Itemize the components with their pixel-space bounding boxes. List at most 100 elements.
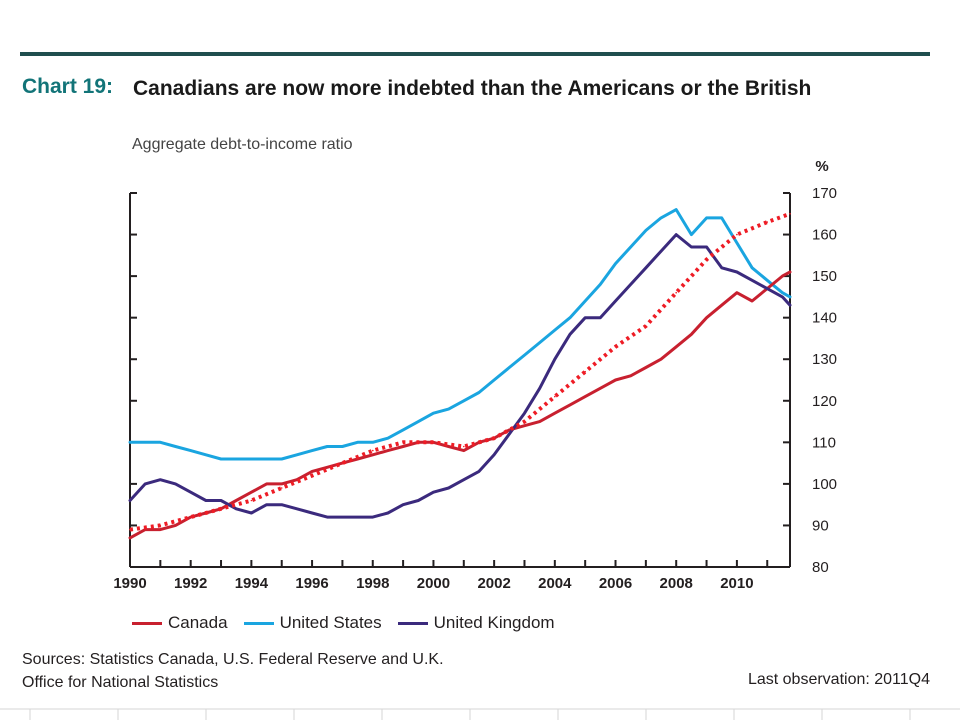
data-point-united-states	[478, 391, 480, 394]
data-point-united-states	[614, 262, 617, 265]
data-point-united-kingdom	[478, 470, 480, 473]
data-point-trend	[675, 291, 677, 294]
data-point-united-kingdom	[463, 478, 465, 481]
data-point-canada	[690, 333, 693, 336]
data-point-trend	[736, 233, 738, 236]
data-point-united-states	[447, 408, 450, 410]
data-point-united-states	[250, 458, 253, 460]
data-point-canada	[781, 275, 784, 277]
data-point-united-states	[159, 441, 162, 444]
data-point-united-states	[645, 229, 647, 232]
data-point-united-states	[690, 233, 693, 236]
legend-item-united-states: United States	[243, 613, 382, 633]
data-point-united-kingdom	[705, 246, 708, 248]
data-point-canada	[235, 499, 237, 502]
data-point-united-states	[129, 441, 131, 444]
y-tick-label: 90	[812, 517, 829, 534]
chart-axes	[129, 192, 791, 568]
data-point-united-kingdom	[174, 483, 177, 485]
data-point-canada	[311, 470, 313, 473]
data-point-united-states	[538, 341, 541, 344]
chart-tick-labels: 80 90 100 110 120 130 140 150 160 170% 1990 1992 199…	[113, 158, 837, 592]
data-point-united-kingdom	[265, 503, 268, 506]
data-point-trend	[311, 474, 313, 477]
chart-subtitle: Aggregate debt-to-income ratio	[132, 136, 353, 153]
data-point-canada	[265, 483, 268, 485]
data-point-united-kingdom	[645, 267, 647, 269]
x-tick-label: 1990	[113, 575, 146, 592]
data-point-canada	[387, 449, 389, 452]
data-point-united-states	[265, 458, 268, 460]
data-point-canada	[463, 449, 465, 452]
data-point-canada	[159, 528, 162, 531]
data-point-canada	[447, 445, 450, 448]
data-point-united-states	[463, 400, 465, 402]
data-point-united-kingdom	[447, 487, 450, 489]
data-point-canada	[280, 483, 283, 485]
data-point-united-kingdom	[720, 267, 723, 269]
data-point-united-kingdom	[789, 304, 791, 307]
legend-label-canada: Canada	[168, 613, 228, 632]
data-point-united-states	[280, 458, 283, 460]
data-point-united-states	[675, 208, 677, 211]
data-point-united-kingdom	[554, 358, 556, 361]
data-point-united-kingdom	[205, 499, 207, 502]
data-point-united-states	[144, 441, 146, 444]
data-point-united-kingdom	[751, 279, 753, 282]
series-line-united-kingdom	[128, 233, 792, 519]
data-point-canada	[326, 466, 329, 469]
series-line-trend	[129, 211, 791, 532]
top-rule	[20, 52, 930, 56]
y-tick-label: 160	[812, 227, 837, 244]
x-tick-label: 2002	[477, 575, 510, 592]
data-point-united-states	[789, 296, 791, 298]
data-point-united-states	[523, 354, 526, 356]
data-point-united-kingdom	[280, 503, 283, 506]
data-point-united-states	[311, 449, 313, 452]
data-point-canada	[645, 366, 647, 369]
data-point-trend	[705, 258, 708, 261]
data-point-united-states	[402, 429, 404, 431]
data-point-canada	[720, 304, 723, 307]
legend-label-united-states: United States	[279, 613, 382, 632]
data-point-united-kingdom	[629, 283, 632, 286]
data-point-trend	[645, 325, 647, 327]
data-point-canada	[569, 404, 571, 406]
y-tick-label: 100	[812, 476, 837, 493]
chart-series	[128, 208, 792, 540]
data-point-united-states	[766, 279, 768, 282]
x-tick-label: 1992	[174, 575, 207, 592]
data-point-united-kingdom	[372, 516, 374, 518]
sources-note: Sources: Statistics Canada, U.S. Federal…	[22, 651, 444, 691]
data-point-united-states	[751, 267, 753, 269]
last-observation: Last observation: 2011Q4	[747, 671, 930, 688]
data-point-trend	[554, 395, 556, 398]
data-point-canada	[614, 379, 617, 381]
data-point-united-kingdom	[599, 316, 602, 319]
data-point-canada	[129, 537, 131, 539]
data-point-trend	[463, 445, 465, 448]
data-point-canada	[675, 346, 677, 348]
legend-swatch-united-states	[243, 621, 274, 625]
data-point-united-kingdom	[584, 316, 586, 319]
data-point-united-states	[660, 217, 662, 219]
data-point-united-states	[417, 420, 420, 423]
data-point-canada	[402, 445, 404, 448]
data-point-united-kingdom	[311, 512, 313, 514]
data-point-united-kingdom	[781, 296, 784, 298]
data-point-united-kingdom	[189, 491, 192, 494]
data-point-united-states	[720, 217, 723, 219]
data-point-united-kingdom	[508, 433, 511, 435]
data-point-united-kingdom	[326, 516, 329, 518]
data-point-canada	[523, 424, 526, 427]
data-point-trend	[250, 499, 253, 502]
data-point-united-states	[372, 441, 374, 444]
data-point-united-kingdom	[220, 499, 222, 502]
data-point-united-states	[781, 291, 784, 294]
data-point-united-states	[235, 458, 237, 460]
data-point-trend	[189, 516, 192, 518]
legend-item-united-kingdom: United Kingdom	[397, 613, 555, 633]
x-tick-label: 1994	[235, 575, 269, 592]
data-point-united-states	[554, 329, 556, 331]
data-point-trend	[523, 420, 526, 423]
